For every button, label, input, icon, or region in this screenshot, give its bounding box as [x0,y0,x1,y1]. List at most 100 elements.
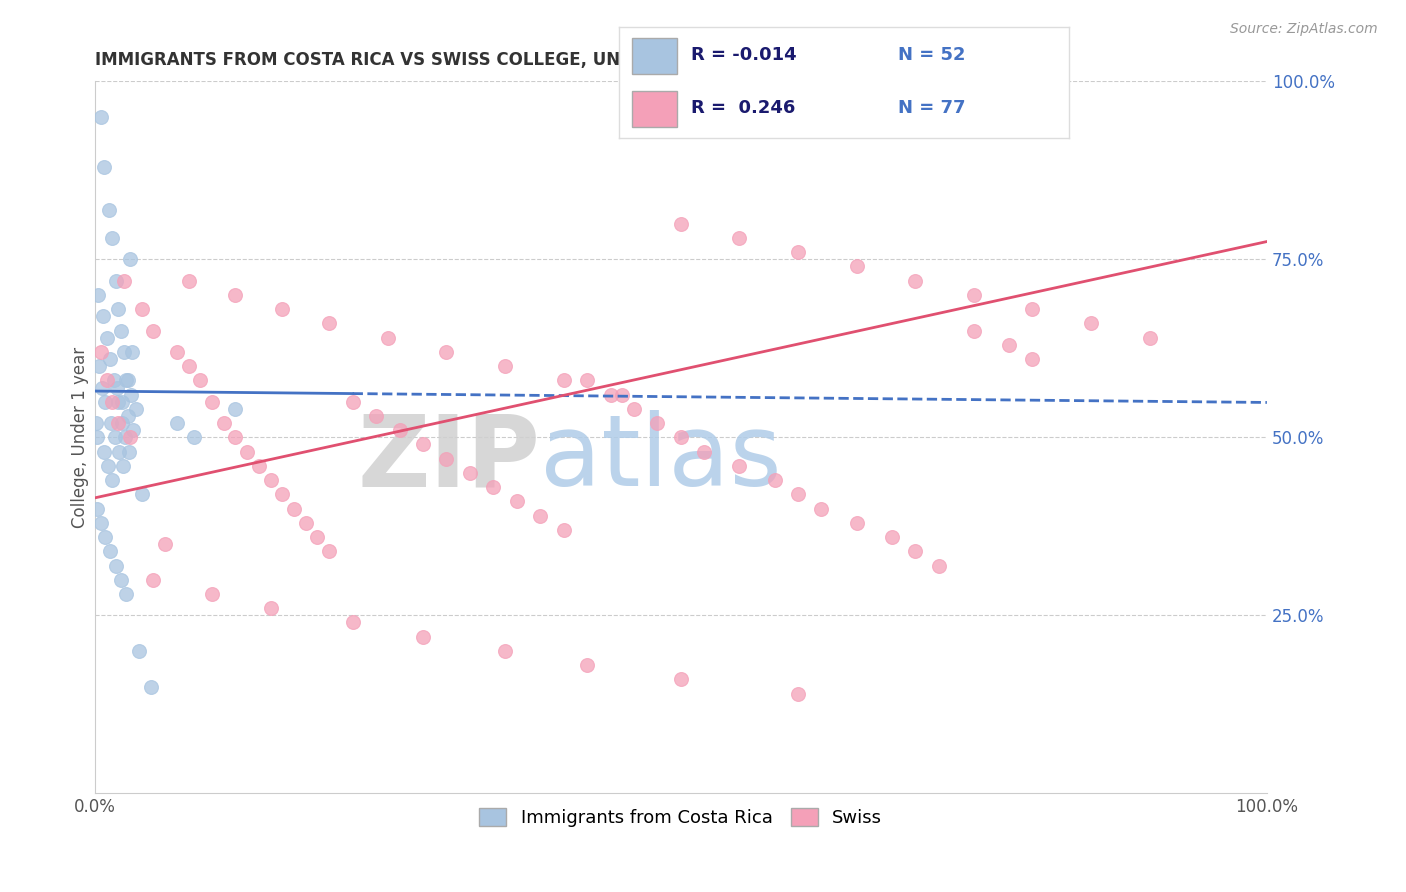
Point [90,516,112,530]
Point [90,110,112,124]
Point [112,345,135,359]
Point [787,245,810,260]
Point [482,480,505,494]
Point [117,373,139,387]
Point [104,430,127,444]
Point [294,516,316,530]
Point [166,416,188,430]
Point [342,615,364,630]
Point [100,416,122,430]
Point [97,202,120,217]
Point [612,387,634,401]
Point [623,401,645,416]
Point [118,252,141,267]
Point [98,544,121,558]
Point [318,317,340,331]
Point [120,387,142,401]
Point [104,274,127,288]
Point [107,302,129,317]
Point [845,260,868,274]
Point [115,587,138,601]
FancyBboxPatch shape [633,37,678,74]
Point [94,530,117,544]
Point [98,351,121,366]
Point [1021,351,1043,366]
Point [458,466,481,480]
Point [436,451,458,466]
Point [101,231,124,245]
Point [122,423,145,437]
Point [998,338,1021,352]
Point [271,487,294,501]
Point [142,573,165,587]
Point [412,437,434,451]
Point [236,444,259,458]
Point [318,544,340,558]
Point [101,394,124,409]
Point [89,359,111,373]
Point [576,658,599,673]
Point [107,394,129,409]
Point [845,516,868,530]
Point [669,673,692,687]
Point [259,473,281,487]
Point [963,288,986,302]
Point [111,394,134,409]
Point [787,487,810,501]
Text: Source: ZipAtlas.com: Source: ZipAtlas.com [1230,22,1378,37]
Point [904,274,927,288]
Point [142,324,165,338]
Point [105,380,128,394]
Point [121,345,143,359]
Point [131,302,153,317]
Point [108,444,131,458]
Point [810,501,832,516]
Point [183,430,205,444]
Point [388,423,411,437]
Point [131,487,153,501]
Point [963,324,986,338]
Point [84,416,107,430]
Point [1080,317,1102,331]
Point [111,416,134,430]
Point [647,416,669,430]
Point [114,430,136,444]
Point [928,558,950,573]
Point [364,409,387,423]
Point [110,324,132,338]
Text: R = -0.014: R = -0.014 [690,45,796,63]
Point [112,274,135,288]
Point [125,401,148,416]
Point [377,331,399,345]
Point [110,573,132,587]
Point [188,373,211,387]
Point [224,401,246,416]
Point [115,373,138,387]
Point [669,217,692,231]
Text: N = 77: N = 77 [897,99,965,117]
Point [93,160,115,174]
Point [128,644,150,658]
Point [494,644,516,658]
Point [224,288,246,302]
Point [201,587,224,601]
Legend: Immigrants from Costa Rica, Swiss: Immigrants from Costa Rica, Swiss [472,800,890,834]
Point [669,430,692,444]
Point [224,430,246,444]
Point [118,430,141,444]
Point [111,458,134,473]
Point [693,444,716,458]
Point [787,687,810,701]
Point [104,558,127,573]
Point [107,416,129,430]
Point [271,302,294,317]
Point [177,359,200,373]
Point [94,394,117,409]
Point [259,601,281,615]
Point [553,523,575,537]
Point [283,501,305,516]
Point [166,345,188,359]
Point [494,359,516,373]
Text: ZIP: ZIP [357,410,540,508]
Point [139,680,162,694]
